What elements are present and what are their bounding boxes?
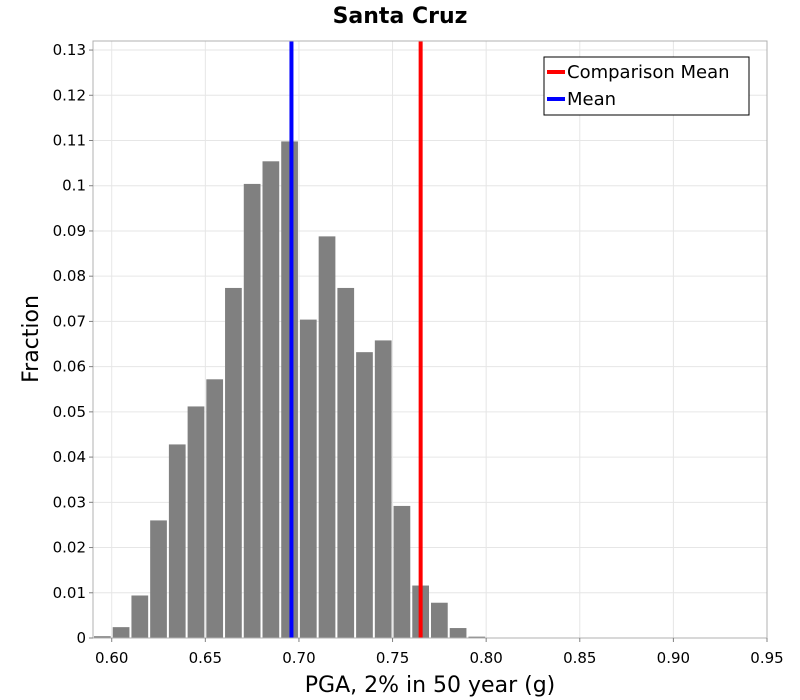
x-tick-label: 0.60 bbox=[95, 649, 128, 667]
legend-label-comparison-mean: Comparison Mean bbox=[567, 62, 730, 83]
x-axis-label: PGA, 2% in 50 year (g) bbox=[305, 673, 556, 698]
histogram-bar bbox=[356, 352, 373, 638]
histogram-bar bbox=[431, 602, 448, 638]
y-tick-label: 0.1 bbox=[62, 177, 86, 195]
histogram-bar bbox=[393, 505, 411, 638]
histogram-bar bbox=[299, 319, 317, 638]
histogram-bar bbox=[112, 627, 130, 638]
x-tick-label: 0.90 bbox=[657, 649, 690, 667]
y-tick-label: 0.08 bbox=[53, 267, 86, 285]
y-axis-label: Fraction bbox=[19, 295, 44, 383]
legend: Comparison Mean Mean bbox=[543, 56, 750, 116]
histogram-bar bbox=[187, 406, 205, 638]
y-axis-ticks: 0 0.01 0.02 0.03 0.04 0.05 0.06 0.07 0.08 0.09 0.1… bbox=[53, 41, 93, 647]
x-tick-label: 0.80 bbox=[469, 649, 502, 667]
y-tick-label: 0.02 bbox=[53, 539, 86, 557]
histogram-bar bbox=[168, 444, 186, 638]
y-tick-label: 0.03 bbox=[53, 493, 86, 511]
y-tick-label: 0.13 bbox=[53, 41, 86, 59]
y-tick-label: 0.09 bbox=[53, 222, 86, 240]
y-tick-label: 0.12 bbox=[53, 86, 86, 104]
y-tick-label: 0 bbox=[76, 629, 86, 647]
legend-box bbox=[543, 56, 750, 116]
y-tick-label: 0.05 bbox=[53, 403, 86, 421]
histogram-bar bbox=[337, 287, 355, 638]
x-tick-label: 0.75 bbox=[376, 649, 409, 667]
histogram-bar bbox=[94, 636, 111, 638]
y-tick-label: 0.07 bbox=[53, 312, 86, 330]
histogram-bar bbox=[131, 595, 149, 638]
y-tick-label: 0.04 bbox=[53, 448, 86, 466]
histogram-bar bbox=[449, 628, 467, 638]
histogram-bar bbox=[243, 183, 261, 638]
histogram-bar bbox=[225, 287, 242, 638]
legend-label-mean: Mean bbox=[567, 89, 616, 110]
x-tick-label: 0.95 bbox=[750, 649, 783, 667]
x-tick-label: 0.85 bbox=[563, 649, 596, 667]
histogram-bar bbox=[206, 379, 224, 638]
y-tick-label: 0.01 bbox=[53, 584, 86, 602]
histogram-bar bbox=[318, 236, 336, 638]
y-tick-label: 0.06 bbox=[53, 358, 86, 376]
histogram-bar bbox=[374, 340, 392, 638]
y-tick-label: 0.11 bbox=[53, 132, 86, 150]
x-axis-ticks: 0.60 0.65 0.70 0.75 0.80 0.85 0.90 0.95 bbox=[95, 638, 784, 667]
reference-lines bbox=[289, 41, 423, 638]
x-tick-label: 0.65 bbox=[189, 649, 222, 667]
x-tick-label: 0.70 bbox=[282, 649, 315, 667]
histogram-bar bbox=[150, 520, 167, 638]
chart-title: Santa Cruz bbox=[333, 4, 468, 29]
plot-frame bbox=[92, 40, 768, 639]
histogram-bar bbox=[262, 161, 280, 638]
histogram-bar bbox=[468, 636, 486, 638]
histogram-bars bbox=[94, 141, 486, 638]
